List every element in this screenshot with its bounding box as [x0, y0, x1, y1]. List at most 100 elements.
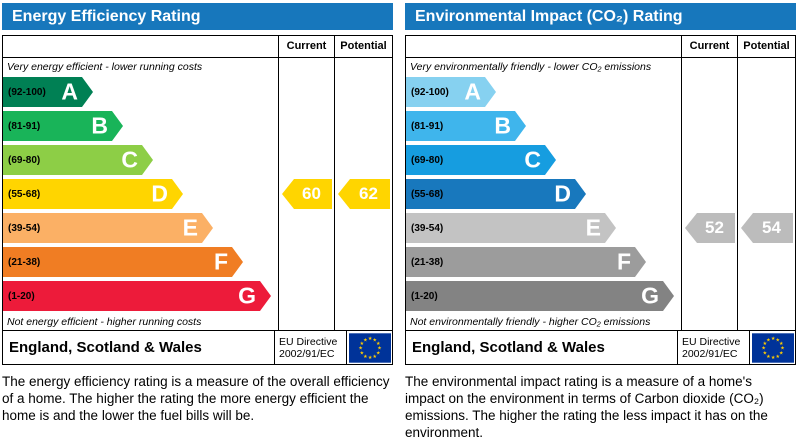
band-letter: D — [554, 180, 571, 207]
band-letter: A — [464, 78, 481, 105]
environmental-impact-panel: Environmental Impact (CO₂) Rating Curren… — [405, 3, 796, 441]
eu-directive: EU Directive 2002/91/EC — [677, 331, 749, 364]
band-row-c: (69-80) C — [3, 143, 278, 177]
band-range: (55-68) — [411, 188, 444, 200]
band-letter: E — [585, 214, 601, 241]
band-range: (69-80) — [411, 154, 444, 166]
band-range: (55-68) — [8, 188, 41, 200]
svg-text:★: ★ — [766, 353, 771, 359]
environment-title-bar: Environmental Impact (CO₂) Rating — [405, 3, 796, 30]
band-letter: E — [182, 214, 198, 241]
environment-current-arrow: 52 — [685, 213, 735, 243]
environment-potential-arrow: 54 — [741, 213, 793, 243]
band-range: (92-100) — [8, 86, 46, 98]
environment-footer: England, Scotland & Wales EU Directive 2… — [406, 330, 795, 364]
svg-text:★: ★ — [770, 336, 775, 342]
band-letter: C — [121, 146, 138, 173]
environment-potential-value: 54 — [762, 218, 781, 237]
band-row-d: (55-68) D — [406, 177, 681, 211]
band-range: (39-54) — [411, 222, 444, 234]
band-letter: B — [494, 112, 511, 139]
svg-text:★: ★ — [762, 340, 767, 346]
eu-flag-icon: ★ ★ ★ ★ ★ ★ ★ ★ ★ ★ ★ ★ — [749, 331, 795, 364]
potential-column-header: Potential — [737, 36, 795, 57]
svg-text:★: ★ — [780, 345, 785, 351]
energy-potential-value: 62 — [359, 184, 378, 203]
svg-text:★: ★ — [367, 336, 372, 342]
band-range: (69-80) — [8, 154, 41, 166]
band-range: (1-20) — [8, 290, 35, 302]
energy-title: Energy Efficiency Rating — [12, 8, 201, 25]
current-column-header: Current — [278, 36, 334, 57]
svg-text:★: ★ — [376, 340, 381, 346]
eu-directive-line2: 2002/91/EC — [682, 347, 738, 360]
energy-chart-body: Very energy efficient - lower running co… — [3, 58, 392, 330]
band-letter: F — [213, 248, 228, 275]
svg-text:★: ★ — [363, 337, 368, 343]
eu-flag-icon: ★ ★ ★ ★ ★ ★ ★ ★ ★ ★ ★ ★ — [346, 331, 392, 364]
band-b: (81-91) B — [3, 111, 123, 141]
environment-title: Environmental Impact (CO₂) Rating — [415, 8, 683, 25]
band-range: (81-91) — [8, 120, 41, 132]
energy-current-value: 60 — [302, 184, 321, 203]
band-range: (92-100) — [411, 86, 449, 98]
band-range: (1-20) — [411, 290, 438, 302]
band-letter: C — [524, 146, 541, 173]
band-range: (21-38) — [8, 256, 41, 268]
svg-text:★: ★ — [377, 345, 382, 351]
energy-top-note: Very energy efficient - lower running co… — [7, 61, 203, 73]
energy-title-bar: Energy Efficiency Rating — [2, 3, 393, 30]
energy-current-arrow: 60 — [282, 179, 332, 209]
band-row-g: (1-20) G — [3, 279, 278, 313]
band-row-f: (21-38) F — [3, 245, 278, 279]
band-row-e: (39-54) E — [406, 211, 681, 245]
energy-potential-column: 62 — [334, 58, 392, 330]
band-row-c: (69-80) C — [406, 143, 681, 177]
band-c: (69-80) C — [406, 145, 556, 175]
svg-text:★: ★ — [359, 350, 364, 356]
environment-bands-area: Very environmentally friendly - lower CO… — [406, 58, 681, 330]
energy-bottom-note: Not energy efficient - higher running co… — [7, 316, 202, 328]
energy-current-column: 60 — [278, 58, 334, 330]
header-spacer — [406, 36, 681, 57]
band-row-g: (1-20) G — [406, 279, 681, 313]
svg-text:★: ★ — [359, 340, 364, 346]
band-row-b: (81-91) B — [406, 109, 681, 143]
band-range: (21-38) — [411, 256, 444, 268]
band-row-b: (81-91) B — [3, 109, 278, 143]
potential-column-header: Potential — [334, 36, 392, 57]
energy-caption: The energy efficiency rating is a measur… — [2, 374, 390, 423]
band-g: (1-20) G — [406, 281, 674, 311]
energy-efficiency-panel: Energy Efficiency Rating Current Potenti… — [2, 3, 393, 441]
eu-directive-line1: EU Directive — [279, 335, 338, 348]
eu-directive-line1: EU Directive — [682, 335, 741, 348]
svg-text:★: ★ — [761, 345, 766, 351]
energy-column-headers: Current Potential — [3, 36, 392, 58]
band-row-d: (55-68) D — [3, 177, 278, 211]
environment-caption: The environmental impact rating is a mea… — [405, 374, 768, 440]
environment-chart-box: Current Potential Very environmentally f… — [405, 35, 796, 365]
environment-column-headers: Current Potential — [406, 36, 795, 58]
footer-region: England, Scotland & Wales — [412, 339, 605, 356]
energy-bands-area: Very energy efficient - lower running co… — [3, 58, 278, 330]
band-f: (21-38) F — [406, 247, 646, 277]
environment-top-note: Very environmentally friendly - lower CO… — [410, 61, 652, 73]
svg-text:★: ★ — [363, 353, 368, 359]
band-letter: D — [151, 180, 168, 207]
svg-text:★: ★ — [779, 350, 784, 356]
environment-potential-column: 54 — [737, 58, 795, 330]
svg-text:★: ★ — [766, 337, 771, 343]
svg-text:★: ★ — [779, 340, 784, 346]
band-f: (21-38) F — [3, 247, 243, 277]
band-letter: A — [61, 78, 78, 105]
band-letter: F — [616, 248, 631, 275]
svg-text:★: ★ — [775, 337, 780, 343]
footer-region: England, Scotland & Wales — [9, 339, 202, 356]
band-row-a: (92-100) A — [3, 75, 278, 109]
epc-charts: Energy Efficiency Rating Current Potenti… — [2, 3, 798, 441]
band-row-a: (92-100) A — [406, 75, 681, 109]
band-g: (1-20) G — [3, 281, 271, 311]
svg-text:★: ★ — [372, 337, 377, 343]
band-row-f: (21-38) F — [406, 245, 681, 279]
band-e: (39-54) E — [406, 213, 616, 243]
